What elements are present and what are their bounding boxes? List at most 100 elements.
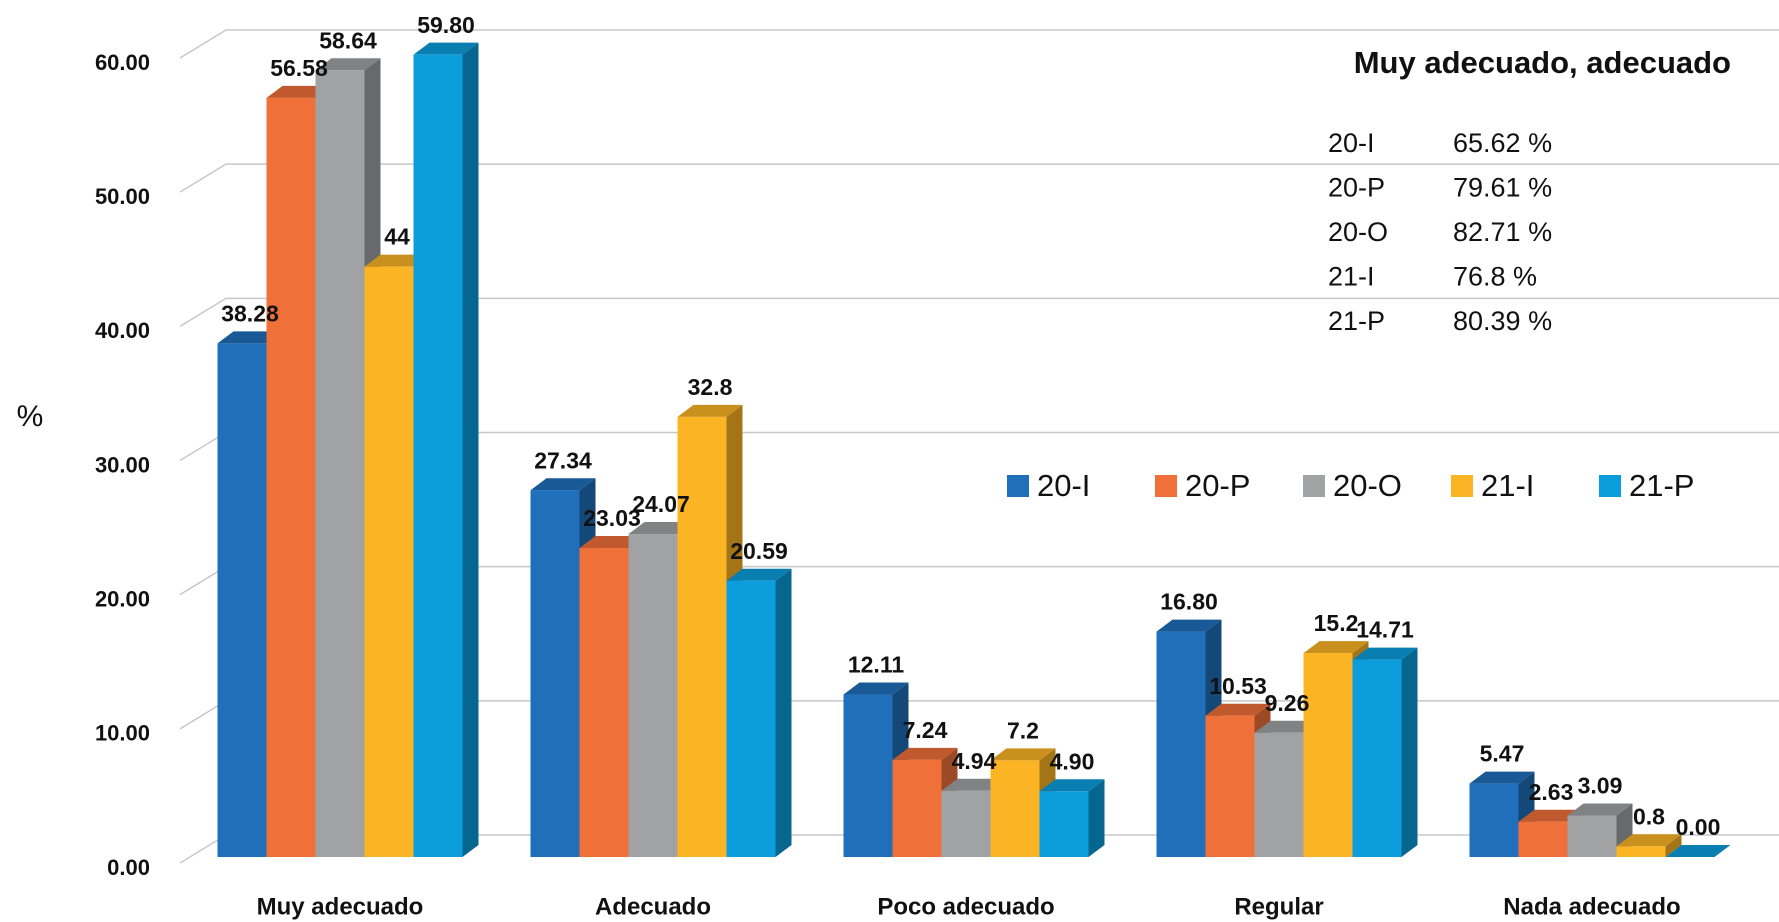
bar-top xyxy=(941,778,1007,791)
annotation-title: Muy adecuado, adecuado xyxy=(1354,45,1731,80)
data-label: 27.34 xyxy=(534,447,592,473)
bar xyxy=(530,490,580,857)
annotation-value: 79.61 % xyxy=(1453,173,1552,203)
data-label: 32.8 xyxy=(688,374,733,400)
bar-top xyxy=(1254,720,1320,733)
bar xyxy=(364,266,414,858)
annotation-name: 21-I xyxy=(1328,262,1375,292)
data-label: 0.00 xyxy=(1676,814,1721,840)
data-label: 10.53 xyxy=(1209,673,1267,699)
bar-top xyxy=(677,404,743,417)
y-tick-label: 20.00 xyxy=(95,586,150,611)
data-label: 15.2 xyxy=(1314,610,1359,636)
bar-top xyxy=(315,58,381,71)
annotation-value: 82.71 % xyxy=(1453,217,1552,247)
annotation-name: 21-P xyxy=(1328,306,1385,336)
bar-top xyxy=(990,748,1056,761)
bar-top xyxy=(1665,845,1731,857)
bar xyxy=(1039,791,1089,857)
bar xyxy=(1303,653,1353,857)
x-tick-label: Nada adecuado xyxy=(1503,893,1680,920)
bar xyxy=(1156,631,1206,857)
bar-top xyxy=(364,254,430,267)
bar-top xyxy=(530,478,596,491)
bar-top xyxy=(628,522,694,535)
data-label: 24.07 xyxy=(632,491,690,517)
y-tick-label: 40.00 xyxy=(95,318,150,343)
x-tick-label: Poco adecuado xyxy=(877,893,1054,920)
x-tick-label: Regular xyxy=(1234,893,1323,920)
bar-top xyxy=(217,331,283,344)
bar-top xyxy=(1518,809,1584,822)
bar xyxy=(1352,659,1402,857)
bar xyxy=(1469,783,1519,857)
bar xyxy=(217,343,267,857)
bar-top xyxy=(1469,771,1535,784)
bar-top xyxy=(1303,641,1369,654)
bar xyxy=(413,54,463,857)
bar xyxy=(1567,815,1617,857)
bar-side xyxy=(775,568,792,857)
bar-top xyxy=(1205,703,1271,716)
bar xyxy=(266,97,316,857)
data-label: 5.47 xyxy=(1480,741,1525,767)
bar-top xyxy=(1352,647,1418,660)
bar xyxy=(677,416,727,857)
bar xyxy=(315,70,365,858)
bar xyxy=(1616,846,1666,857)
y-tick-label: 0.00 xyxy=(107,855,150,880)
y-tick-label: 50.00 xyxy=(95,184,150,209)
legend-swatch xyxy=(1007,475,1029,497)
legend-label: 20-I xyxy=(1037,468,1090,503)
bar-top xyxy=(1039,779,1105,792)
bar-top xyxy=(843,682,909,695)
data-label: 16.80 xyxy=(1160,589,1218,615)
bar-side xyxy=(1401,647,1418,857)
data-label: 4.90 xyxy=(1050,748,1095,774)
grid-line xyxy=(179,297,1779,327)
bar xyxy=(892,759,942,857)
data-label: 12.11 xyxy=(848,652,904,678)
annotation-name: 20-O xyxy=(1328,217,1388,247)
legend-swatch xyxy=(1599,475,1621,497)
bar-top xyxy=(1156,619,1222,632)
bar xyxy=(1254,732,1304,857)
data-label: 59.80 xyxy=(417,12,475,38)
bar-top xyxy=(413,42,479,55)
data-label: 9.26 xyxy=(1265,690,1310,716)
legend-label: 21-P xyxy=(1629,468,1694,503)
legend-swatch xyxy=(1303,475,1325,497)
legend-swatch xyxy=(1451,475,1473,497)
annotation-value: 80.39 % xyxy=(1453,306,1552,336)
legend-swatch xyxy=(1155,475,1177,497)
data-label: 2.63 xyxy=(1529,779,1574,805)
y-tick-label: 60.00 xyxy=(95,50,150,75)
legend-label: 20-O xyxy=(1333,468,1402,503)
data-label: 4.94 xyxy=(952,748,997,774)
grid-line xyxy=(179,163,1779,193)
y-tick-label: 10.00 xyxy=(95,721,150,746)
data-label: 7.24 xyxy=(903,717,948,743)
bar-top xyxy=(266,85,332,98)
data-label: 7.2 xyxy=(1007,717,1039,743)
bar xyxy=(726,580,776,857)
bar xyxy=(990,760,1040,857)
data-label: 0.8 xyxy=(1633,803,1665,829)
bar xyxy=(628,534,678,857)
data-label: 23.03 xyxy=(583,505,641,531)
annotation-name: 20-I xyxy=(1328,128,1375,158)
grid-line xyxy=(179,29,1779,59)
y-tick-label: 30.00 xyxy=(95,452,150,477)
data-label: 56.58 xyxy=(270,55,328,81)
bar-side xyxy=(1088,779,1105,857)
x-tick-label: Adecuado xyxy=(595,893,711,920)
bar xyxy=(941,790,991,857)
bar xyxy=(579,548,629,857)
data-label: 38.28 xyxy=(221,300,279,326)
data-label: 20.59 xyxy=(730,538,788,564)
legend-label: 21-I xyxy=(1481,468,1534,503)
bar-top xyxy=(1616,834,1682,847)
y-axis-label: % xyxy=(17,400,44,433)
bar xyxy=(1205,715,1255,857)
